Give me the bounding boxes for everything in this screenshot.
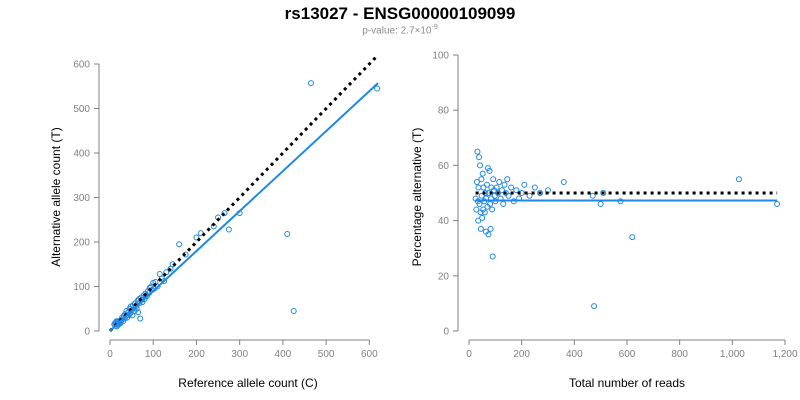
right-data-point	[531, 184, 538, 191]
right-data-point	[486, 167, 493, 174]
right-data-point	[521, 181, 528, 188]
right-x-tick-label: 1,000	[720, 349, 745, 360]
right-y-tick-label: 0	[443, 327, 449, 338]
p-value-exponent: -9	[431, 24, 438, 31]
right-data-point	[494, 190, 501, 196]
right-data-point	[491, 192, 498, 199]
left-x-tick-label: 300	[231, 349, 248, 360]
right-data-point	[505, 192, 512, 199]
p-value-text: p-value: 2.7×10	[362, 25, 432, 37]
right-data-point	[476, 201, 483, 208]
right-data-point	[629, 234, 636, 241]
right-x-tick-label: 600	[619, 349, 636, 360]
left-data-point	[176, 241, 183, 248]
right-data-point	[489, 253, 496, 260]
right-data-point	[504, 176, 511, 183]
right-x-axis-title: Total number of reads	[569, 376, 685, 390]
left-y-tick-label: 100	[73, 282, 90, 293]
right-data-point	[501, 181, 508, 188]
left-y-axis-title: Alternative allele count (T)	[49, 127, 63, 266]
left-x-tick-label: 600	[361, 349, 378, 360]
right-data-point	[735, 176, 742, 183]
right-data-point	[480, 184, 487, 191]
right-x-tick-label: 1,200	[772, 349, 797, 360]
right-data-point	[475, 217, 482, 224]
right-data-point	[474, 148, 481, 155]
left-x-tick-label: 200	[188, 349, 205, 360]
right-x-tick-label: 800	[671, 349, 688, 360]
right-x-tick-label: 200	[513, 349, 530, 360]
right-data-point	[473, 206, 480, 213]
left-x-axis-title: Reference allele count (C)	[178, 376, 317, 390]
left-y-tick-label: 200	[73, 238, 90, 249]
right-data-point	[496, 178, 503, 185]
left-data-point	[161, 278, 168, 285]
left-x-tick-label: 400	[275, 349, 292, 360]
chart-title: rs13027 - ENSG00000109099	[284, 4, 516, 23]
right-data-point	[489, 206, 496, 213]
right-data-point	[597, 201, 604, 208]
right-data-point	[500, 201, 507, 208]
right-y-tick-label: 80	[438, 106, 450, 117]
chart-subtitle: p-value: 2.7×10-9	[0, 24, 800, 36]
right-data-point	[591, 303, 598, 310]
right-data-point	[483, 181, 490, 188]
right-data-point	[537, 190, 544, 196]
right-y-tick-label: 20	[438, 271, 450, 282]
left-y-tick-label: 500	[73, 104, 90, 115]
left-data-point	[308, 80, 314, 87]
right-data-point	[498, 187, 505, 194]
left-y-tick-label: 600	[73, 60, 90, 71]
right-data-point	[475, 184, 482, 191]
right-data-point	[477, 162, 484, 169]
left-x-tick-label: 500	[318, 349, 335, 360]
left-data-point	[221, 210, 228, 217]
left-reference-line	[108, 54, 380, 333]
left-data-point	[374, 85, 381, 92]
right-data-point	[478, 192, 485, 199]
right-data-point	[487, 225, 494, 232]
right-data-point	[481, 209, 488, 216]
left-data-point	[284, 230, 291, 237]
right-data-point	[774, 201, 781, 208]
right-x-tick-label: 0	[466, 349, 472, 360]
right-data-point	[477, 225, 484, 232]
right-x-tick-label: 400	[566, 349, 583, 360]
left-data-point	[290, 307, 297, 314]
left-x-tick-label: 100	[145, 349, 162, 360]
left-data-point	[225, 226, 232, 233]
right-data-point	[479, 214, 486, 221]
right-data-point	[493, 184, 500, 191]
left-x-tick-label: 0	[107, 349, 113, 360]
left-data-point	[135, 309, 142, 316]
left-y-tick-label: 300	[73, 193, 90, 204]
left-fit-line	[109, 82, 379, 332]
right-data-point	[560, 178, 567, 185]
left-y-tick-label: 400	[73, 149, 90, 160]
right-data-point	[479, 170, 486, 177]
right-data-point	[476, 154, 483, 161]
left-data-point	[137, 315, 144, 322]
right-data-point	[490, 176, 497, 183]
right-y-tick-label: 40	[438, 216, 450, 227]
right-data-point	[526, 192, 533, 199]
right-data-point	[485, 231, 492, 238]
right-data-point	[478, 176, 485, 183]
right-y-axis-title: Percentage alternative (T)	[410, 128, 424, 267]
right-data-point	[473, 178, 480, 185]
right-data-point	[487, 201, 494, 208]
right-y-tick-label: 100	[432, 51, 449, 62]
right-data-point	[513, 187, 520, 194]
left-data-point	[193, 234, 200, 241]
right-data-point	[600, 190, 607, 196]
right-data-point	[589, 192, 596, 199]
right-data-point	[508, 184, 515, 191]
left-y-tick-label: 0	[84, 327, 90, 338]
right-y-tick-label: 60	[438, 161, 450, 172]
